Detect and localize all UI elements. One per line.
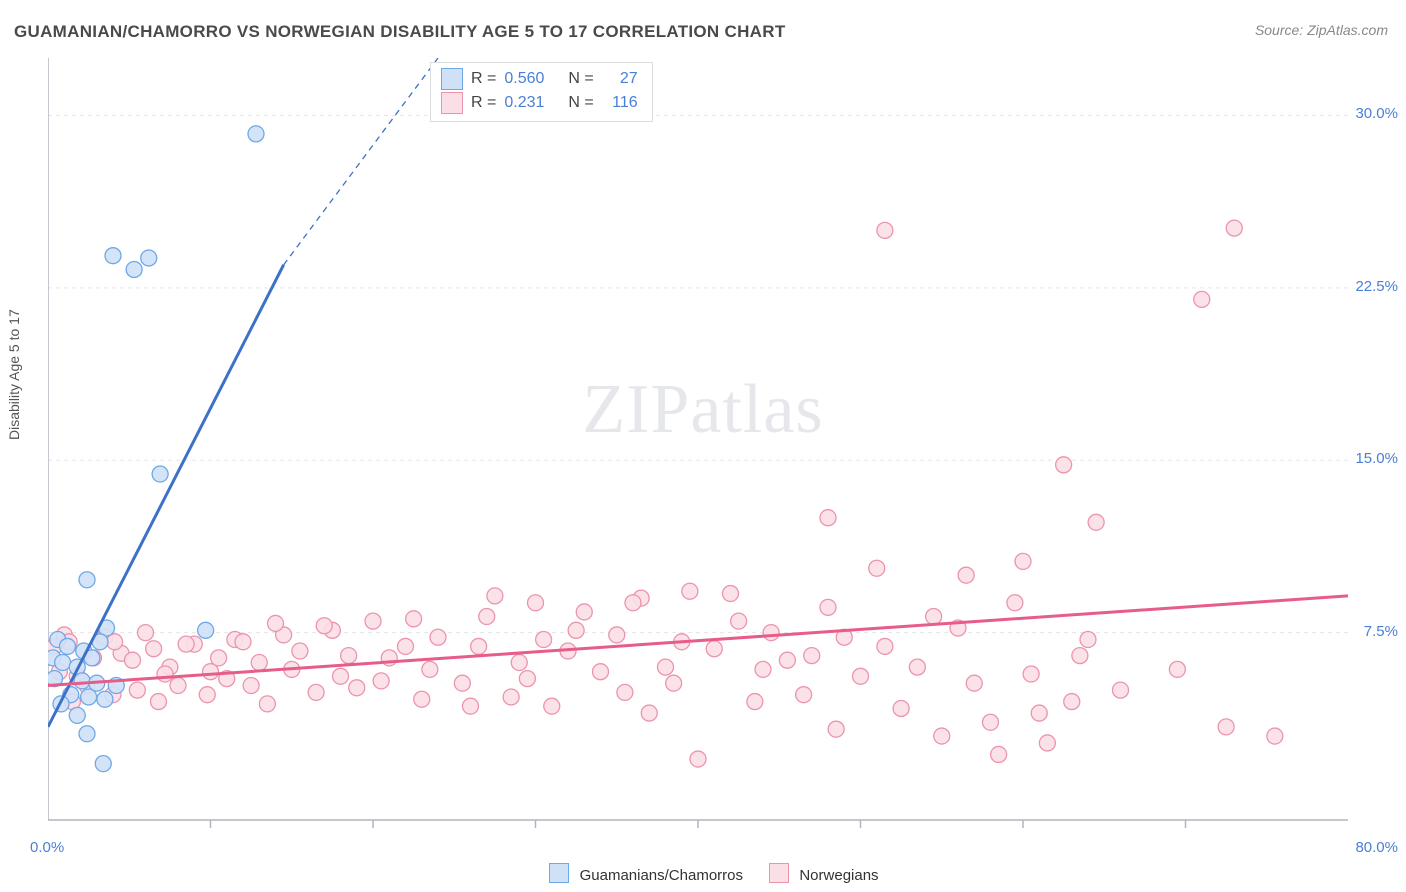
stats-swatch-pink [441,92,463,114]
stats-swatch-blue [441,68,463,90]
y-tick-label: 7.5% [1364,623,1398,640]
chart-title: GUAMANIAN/CHAMORRO VS NORWEGIAN DISABILI… [14,22,786,42]
scatter-plot [48,58,1348,828]
x-max-label: 80.0% [1355,839,1398,856]
x-min-label: 0.0% [30,839,64,856]
chart-container: GUAMANIAN/CHAMORRO VS NORWEGIAN DISABILI… [0,0,1406,892]
stat-R-blue: 0.560 [504,67,560,91]
y-tick-label: 22.5% [1355,278,1398,295]
y-axis-label: Disability Age 5 to 17 [6,309,22,440]
stat-N-pink: 116 [602,91,638,115]
legend-label-pink: Norwegians [799,867,878,884]
legend-swatch-blue [549,863,569,883]
y-tick-label: 30.0% [1355,105,1398,122]
stat-R-pink: 0.231 [504,91,560,115]
y-tick-label: 15.0% [1355,450,1398,467]
legend-swatch-pink [769,863,789,883]
stats-legend: R = 0.560 N = 27 R = 0.231 N = 116 [430,62,653,122]
stat-N-blue: 27 [602,67,638,91]
bottom-legend: Guamanians/Chamorros Norwegians [0,863,1406,884]
source-label: Source: ZipAtlas.com [1255,22,1388,38]
legend-label-blue: Guamanians/Chamorros [580,867,743,884]
